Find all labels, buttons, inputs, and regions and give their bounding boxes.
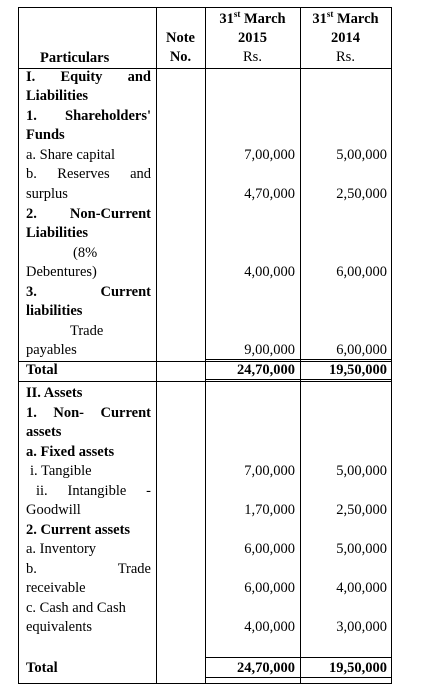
section1-total-2015: 24,70,000 xyxy=(237,362,295,378)
header-col1-year: 2015 xyxy=(238,30,267,46)
trade-payables-2014: 6,00,000 xyxy=(336,342,387,358)
reserves-label-line2: surplus xyxy=(26,186,68,202)
trade-payables-2015: 9,00,000 xyxy=(244,342,295,358)
header-particulars: Particulars xyxy=(40,50,110,66)
section-divider xyxy=(18,381,392,382)
table-border-bottom xyxy=(18,683,392,684)
header-col2-date: 31st March xyxy=(312,9,379,27)
column-divider xyxy=(300,7,301,684)
section1-heading-line2: Liabilities xyxy=(26,88,89,104)
cash-2015: 4,00,000 xyxy=(244,619,295,635)
debentures-2015: 4,00,000 xyxy=(244,264,295,280)
debentures-2014: 6,00,000 xyxy=(336,264,387,280)
tangible-2014: 5,00,000 xyxy=(336,463,387,479)
section-divider xyxy=(18,361,392,362)
balance-sheet-table: Particulars Note No. 31st March 2015 Rs.… xyxy=(18,7,392,684)
header-note-line1: Note xyxy=(166,30,195,46)
reserves-label: b. Reserves and xyxy=(26,166,151,182)
double-underline xyxy=(205,677,392,678)
header-note-line2: No. xyxy=(169,49,192,65)
intangible-label-line2: Goodwill xyxy=(26,502,81,518)
intangible-label: ii. Intangible - xyxy=(36,483,151,499)
noncurrent-assets-line2: assets xyxy=(26,424,62,440)
tangible-label: i. Tangible xyxy=(30,463,92,479)
header-col2-unit: Rs. xyxy=(336,49,355,65)
trade-payables-label: Trade xyxy=(70,323,104,339)
header-col1-date: 31st March xyxy=(219,9,286,27)
header-col2-year: 2014 xyxy=(331,30,360,46)
section1-total-label: Total xyxy=(26,362,58,378)
shareholders-funds: 1. Shareholders' xyxy=(26,108,151,124)
noncurrent-liabilities: 2. Non-Current xyxy=(26,206,151,222)
share-capital-2015: 7,00,000 xyxy=(244,147,295,163)
cash-label: c. Cash and Cash xyxy=(26,600,126,616)
inventory-2015: 6,00,000 xyxy=(244,541,295,557)
noncurrent-assets: 1. Non- Current xyxy=(26,405,151,421)
header-divider xyxy=(18,68,392,69)
section2-heading: II. Assets xyxy=(26,385,83,401)
section2-total-2014: 19,50,000 xyxy=(329,660,387,676)
share-capital-label: a. Share capital xyxy=(26,147,115,163)
inventory-2014: 5,00,000 xyxy=(336,541,387,557)
trade-receivable-label: b. Trade xyxy=(26,561,151,577)
table-border-right xyxy=(391,7,392,684)
section2-total-2015: 24,70,000 xyxy=(237,660,295,676)
trade-receivable-label-line2: receivable xyxy=(26,580,86,596)
current-assets-label: 2. Current assets xyxy=(26,522,131,538)
fixed-assets-label: a. Fixed assets xyxy=(26,444,115,460)
table-border-left xyxy=(18,7,19,684)
share-capital-2014: 5,00,000 xyxy=(336,147,387,163)
section1-heading: I. Equity and xyxy=(26,69,151,85)
subtotal-line xyxy=(205,359,392,360)
column-divider xyxy=(205,7,206,684)
header-col1-unit: Rs. xyxy=(243,49,262,65)
noncurrent-liabilities-line2: Liabilities xyxy=(26,225,89,241)
reserves-2015: 4,70,000 xyxy=(244,186,295,202)
trade-receivable-2015: 6,00,000 xyxy=(244,580,295,596)
debentures-label: (8% xyxy=(73,245,98,261)
cash-2014: 3,00,000 xyxy=(336,619,387,635)
cash-label-line2: equivalents xyxy=(26,619,93,635)
debentures-label-line2: Debentures) xyxy=(26,264,97,280)
double-underline xyxy=(205,379,392,380)
section1-total-2014: 19,50,000 xyxy=(329,362,387,378)
table-border-top xyxy=(18,7,392,8)
reserves-2014: 2,50,000 xyxy=(336,186,387,202)
column-divider xyxy=(156,7,157,684)
trade-receivable-2014: 4,00,000 xyxy=(336,580,387,596)
intangible-2015: 1,70,000 xyxy=(244,502,295,518)
trade-payables-label-line2: payables xyxy=(26,342,77,358)
subtotal-line xyxy=(205,657,392,658)
current-liabilities-line2: liabilities xyxy=(26,303,83,319)
intangible-2014: 2,50,000 xyxy=(336,502,387,518)
current-liabilities: 3. Current xyxy=(26,284,151,300)
section2-total-label: Total xyxy=(26,660,58,676)
inventory-label: a. Inventory xyxy=(26,541,97,557)
tangible-2015: 7,00,000 xyxy=(244,463,295,479)
shareholders-funds-line2: Funds xyxy=(26,127,65,143)
